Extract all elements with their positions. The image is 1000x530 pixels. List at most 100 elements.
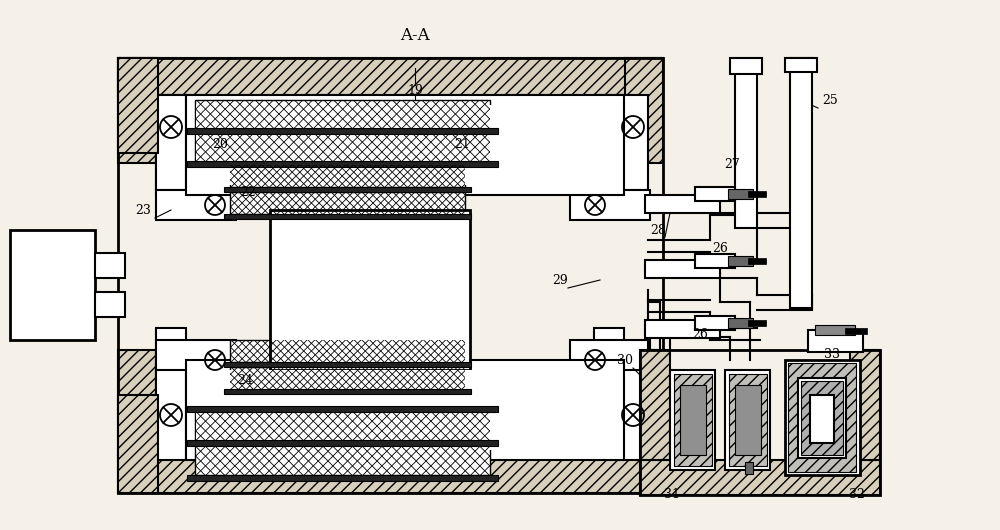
- Text: 20: 20: [212, 138, 228, 152]
- Text: 25: 25: [822, 93, 838, 107]
- Bar: [645, 320, 720, 338]
- Text: 26: 26: [712, 242, 728, 254]
- Bar: [748, 191, 766, 197]
- Bar: [230, 192, 465, 214]
- Bar: [230, 165, 465, 187]
- Bar: [625, 350, 663, 455]
- Bar: [156, 428, 624, 458]
- Bar: [156, 190, 236, 220]
- Bar: [196, 370, 614, 450]
- Bar: [801, 381, 843, 455]
- Bar: [845, 328, 867, 334]
- Text: 23: 23: [135, 204, 151, 216]
- Bar: [570, 190, 650, 220]
- Bar: [618, 365, 648, 460]
- Text: 21: 21: [454, 138, 470, 152]
- Bar: [224, 362, 471, 367]
- Bar: [748, 320, 766, 326]
- Bar: [156, 95, 186, 195]
- Bar: [730, 58, 762, 74]
- Bar: [640, 350, 670, 460]
- Text: 26: 26: [692, 329, 708, 341]
- Bar: [195, 412, 490, 440]
- Bar: [808, 330, 863, 352]
- Bar: [118, 350, 156, 455]
- Bar: [156, 340, 236, 370]
- Bar: [224, 187, 471, 192]
- Bar: [196, 105, 614, 185]
- Bar: [645, 260, 720, 278]
- Bar: [156, 328, 186, 428]
- Bar: [10, 230, 95, 340]
- Bar: [728, 318, 753, 328]
- Bar: [270, 210, 470, 370]
- Bar: [195, 447, 490, 475]
- Bar: [186, 360, 624, 460]
- Text: 31: 31: [664, 489, 680, 501]
- Text: A-A: A-A: [400, 26, 430, 43]
- Bar: [224, 214, 471, 219]
- Bar: [195, 100, 490, 128]
- Bar: [785, 360, 860, 475]
- Bar: [625, 58, 663, 163]
- Bar: [790, 58, 812, 308]
- Bar: [640, 460, 880, 495]
- Bar: [810, 395, 834, 443]
- Bar: [118, 58, 158, 153]
- Bar: [118, 58, 156, 163]
- Bar: [156, 95, 186, 190]
- Text: 33: 33: [824, 349, 840, 361]
- Bar: [695, 187, 735, 201]
- Bar: [625, 163, 663, 312]
- Bar: [680, 385, 706, 455]
- Bar: [645, 195, 720, 213]
- Bar: [187, 475, 498, 481]
- Bar: [156, 95, 624, 125]
- Bar: [640, 350, 880, 495]
- Bar: [118, 395, 158, 493]
- Bar: [748, 258, 766, 264]
- Bar: [187, 406, 498, 412]
- Bar: [187, 161, 498, 167]
- Bar: [118, 455, 663, 493]
- Text: 19: 19: [407, 84, 423, 96]
- Bar: [594, 95, 624, 195]
- Bar: [95, 292, 125, 317]
- Bar: [798, 378, 846, 458]
- Text: 29: 29: [552, 273, 568, 287]
- Bar: [728, 256, 753, 266]
- Bar: [118, 163, 156, 312]
- Bar: [224, 389, 471, 394]
- Bar: [815, 325, 855, 335]
- Bar: [725, 370, 770, 470]
- Text: 28: 28: [650, 224, 666, 236]
- Text: 27: 27: [724, 158, 740, 172]
- Bar: [788, 363, 856, 472]
- Bar: [735, 68, 757, 228]
- Bar: [187, 440, 498, 446]
- Bar: [850, 350, 880, 460]
- Text: 30: 30: [617, 354, 633, 367]
- Bar: [618, 95, 648, 190]
- Text: 24: 24: [237, 374, 253, 386]
- Bar: [729, 374, 767, 466]
- Bar: [230, 367, 465, 389]
- Bar: [95, 253, 125, 278]
- Bar: [156, 365, 186, 460]
- Bar: [118, 58, 663, 493]
- Bar: [230, 340, 465, 362]
- Bar: [594, 328, 624, 428]
- Bar: [695, 254, 735, 268]
- Bar: [570, 340, 650, 370]
- Bar: [728, 189, 753, 199]
- Bar: [195, 133, 490, 161]
- Bar: [745, 462, 753, 474]
- Bar: [187, 128, 498, 134]
- Text: 22: 22: [240, 186, 256, 199]
- Bar: [186, 95, 624, 195]
- Bar: [674, 374, 712, 466]
- Bar: [670, 370, 715, 470]
- Bar: [735, 385, 761, 455]
- Bar: [118, 58, 663, 96]
- Bar: [785, 58, 817, 72]
